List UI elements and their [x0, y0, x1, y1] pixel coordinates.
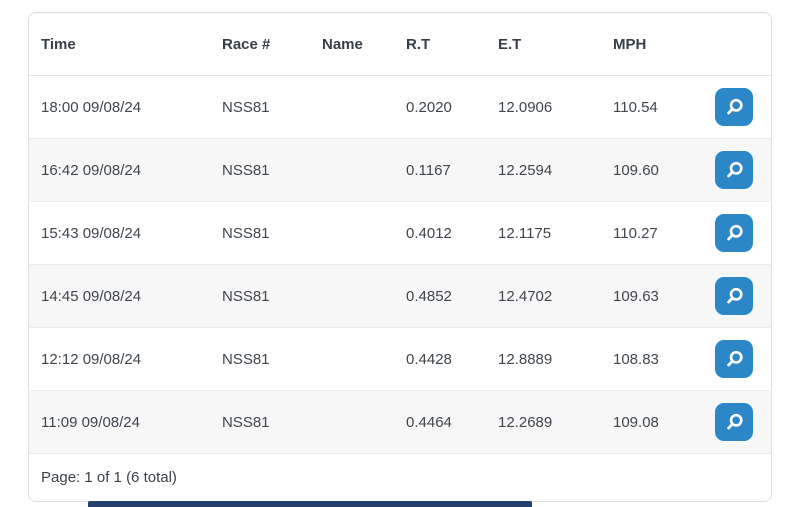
cell-name	[310, 138, 394, 202]
cell-time: 18:00 09/08/24	[41, 98, 142, 116]
cell-actions	[677, 390, 771, 453]
search-icon	[724, 223, 745, 244]
cell-rt: 0.4012	[394, 201, 486, 265]
search-icon	[724, 160, 745, 181]
cell-race-number: NSS81	[210, 264, 310, 328]
cell-mph: 109.63	[601, 264, 677, 328]
cell-race-number: NSS81	[222, 98, 270, 116]
cell-name	[310, 76, 394, 139]
cell-time: 12:12 09/08/24	[29, 327, 210, 391]
cell-race-number: NSS81	[210, 138, 310, 202]
search-icon	[724, 97, 745, 118]
cell-actions	[677, 264, 771, 328]
cell-actions	[677, 327, 771, 391]
cell-time: 11:09 09/08/24	[29, 390, 210, 453]
cell-mph: 109.08	[601, 390, 677, 453]
cell-et: 12.8889	[486, 327, 601, 391]
cell-race-number: NSS81	[210, 390, 310, 453]
cell-name	[310, 201, 394, 265]
cell-et: 12.2594	[486, 138, 601, 202]
search-icon	[724, 286, 745, 307]
row-search-button[interactable]	[715, 151, 753, 189]
search-icon	[724, 349, 745, 370]
cell-et: 12.2689	[486, 390, 601, 453]
cell-rt: 0.2020	[406, 98, 452, 116]
race-results-table: Time Race # Name R.T E.T MPH 18:00 09/08…	[29, 13, 771, 453]
row-search-button[interactable]	[715, 277, 753, 315]
cell-time: 16:42 09/08/24	[29, 138, 210, 202]
cell-mph: 108.83	[601, 327, 677, 391]
cell-et: 12.0906	[498, 98, 553, 116]
cell-rt: 0.1167	[394, 138, 486, 202]
cell-mph: 109.60	[601, 138, 677, 202]
cell-et: 12.4702	[486, 264, 601, 328]
row-search-button[interactable]	[715, 403, 753, 441]
search-icon	[724, 412, 745, 433]
table-row: 11:09 09/08/24 NSS81 0.4464 12.2689 109.…	[29, 390, 771, 453]
cell-time: 15:43 09/08/24	[29, 201, 210, 265]
table-header-row: Time Race # Name R.T E.T MPH	[29, 13, 771, 76]
cell-name	[310, 390, 394, 453]
cell-mph: 110.27	[601, 201, 677, 265]
cell-time: 14:45 09/08/24	[29, 264, 210, 328]
cell-race-number: NSS81	[210, 327, 310, 391]
col-header-mph: MPH	[601, 13, 677, 76]
col-header-et: E.T	[486, 13, 601, 76]
cell-et: 12.1175	[486, 201, 601, 265]
pagination-status: Page: 1 of 1 (6 total)	[29, 453, 771, 501]
row-search-button[interactable]	[715, 88, 753, 126]
cell-name	[310, 327, 394, 391]
cell-actions	[677, 76, 771, 139]
cell-name	[310, 264, 394, 328]
col-header-actions	[677, 13, 771, 76]
row-search-button[interactable]	[715, 214, 753, 252]
table-row: 15:43 09/08/24 NSS81 0.4012 12.1175 110.…	[29, 201, 771, 265]
race-results-card: Time Race # Name R.T E.T MPH 18:00 09/08…	[28, 12, 772, 502]
cell-rt: 0.4428	[394, 327, 486, 391]
table-row: 12:12 09/08/24 NSS81 0.4428 12.8889 108.…	[29, 327, 771, 391]
cell-mph: 110.54	[613, 98, 658, 116]
col-header-time: Time	[29, 13, 210, 76]
cell-actions	[677, 201, 771, 265]
col-header-rt: R.T	[394, 13, 486, 76]
table-row: 14:45 09/08/24 NSS81 0.4852 12.4702 109.…	[29, 264, 771, 328]
cell-actions	[677, 138, 771, 202]
cell-race-number: NSS81	[210, 201, 310, 265]
col-header-race-number: Race #	[210, 13, 310, 76]
row-search-button[interactable]	[715, 340, 753, 378]
cell-rt: 0.4852	[394, 264, 486, 328]
table-row: 18:00 09/08/24 NSS81 0.2020 12.0906 110.…	[29, 76, 771, 139]
col-header-name: Name	[310, 13, 394, 76]
table-row: 16:42 09/08/24 NSS81 0.1167 12.2594 109.…	[29, 138, 771, 202]
pagination-bar-partial	[88, 501, 532, 507]
cell-rt: 0.4464	[394, 390, 486, 453]
